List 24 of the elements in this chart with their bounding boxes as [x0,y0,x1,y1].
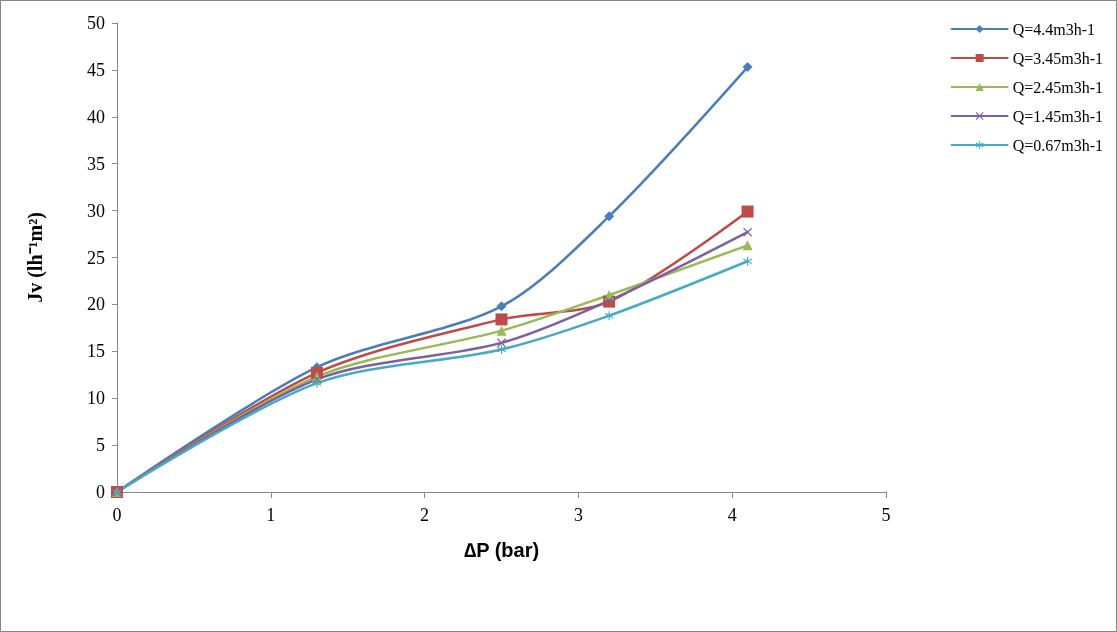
legend-label: Q=2.45m3h-1 [1012,78,1104,96]
y-tick-label: 35 [87,153,105,174]
legend-label: Q=4.4m3h-1 [1012,20,1096,38]
y-tick-label: 10 [87,388,105,409]
y-tick-label: 0 [96,482,105,502]
y-tick-label: 20 [87,294,105,315]
y-tick-label: 15 [87,341,105,362]
y-tick-label: 50 [87,13,105,33]
x-axis-title: ∆P (bar) [463,539,540,561]
x-tick-label: 1 [266,505,276,525]
y-tick-label: 25 [87,247,105,268]
y-axis-title: Jv (lh⁻¹m²) [24,212,47,303]
x-tick-label: 4 [727,505,737,525]
y-tick-label: 40 [87,106,105,127]
x-tick-label: 5 [881,505,891,525]
y-tick-label: 45 [87,59,105,80]
x-tick-label: 0 [112,505,122,525]
x-tick-label: 3 [573,505,583,525]
legend-label: Q=1.45m3h-1 [1012,107,1104,125]
legend-label: Q=3.45m3h-1 [1012,49,1104,67]
x-tick-label: 2 [420,505,430,525]
y-tick-label: 5 [96,435,105,456]
legend-label: Q=0.67m3h-1 [1012,136,1104,154]
y-tick-label: 30 [87,200,105,221]
